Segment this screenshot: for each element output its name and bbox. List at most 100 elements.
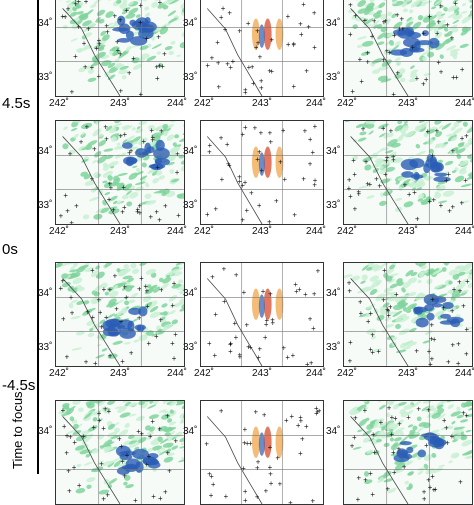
station-marker: + [108, 351, 113, 360]
station-marker: + [103, 404, 108, 413]
station-marker: + [122, 471, 127, 480]
station-marker: + [445, 439, 450, 448]
wavefield-blob [63, 126, 69, 131]
latitude-label-34: 34˚ [38, 426, 52, 437]
station-marker: + [123, 130, 128, 139]
station-marker: + [366, 317, 371, 326]
wavefield-focus [431, 163, 440, 172]
wavefield-blob [117, 172, 128, 177]
station-marker: + [159, 285, 164, 294]
latitude-label-34: 34˚ [183, 426, 197, 437]
station-marker: + [86, 24, 91, 33]
wavefield-blob [90, 3, 97, 8]
station-marker: + [432, 335, 437, 344]
latitude-label-33: 33˚ [38, 200, 52, 211]
wavefield-blob [441, 266, 448, 273]
station-marker: + [435, 127, 440, 136]
station-marker: + [270, 315, 275, 324]
station-marker: + [77, 481, 82, 490]
wavefield-blob [157, 263, 167, 264]
station-marker: + [352, 433, 357, 442]
wavefield-blob [422, 401, 432, 405]
wavefield-blob [394, 56, 401, 62]
station-marker: + [245, 206, 250, 215]
source-core [259, 432, 265, 456]
station-marker: + [205, 61, 210, 70]
latitude-label-34: 34˚ [183, 18, 197, 29]
station-marker: + [464, 349, 469, 358]
map-panel-r0-c2: ++++++++++++++++++++++++++++++++++++++++ [343, 0, 473, 97]
station-marker: + [98, 308, 103, 317]
wavefield-focus [416, 40, 432, 45]
station-marker: + [238, 353, 243, 362]
station-marker: + [259, 84, 264, 93]
map-panel-r3-c0: ++++++++++++++++++++++++++++++++++++++++ [55, 400, 185, 505]
station-marker: + [240, 130, 245, 139]
station-marker: + [257, 344, 262, 353]
wavefield-blob [395, 323, 402, 329]
station-marker: + [220, 175, 225, 184]
wavefield-blob [145, 199, 156, 206]
map-panel-r1-c2: ++++++++++++++++++++++++++++++++++++++++ [343, 120, 473, 225]
wavefield-blob [114, 422, 119, 426]
wavefield-blob [179, 437, 184, 444]
wavefield-blob [97, 433, 105, 440]
wavefield-focus [119, 23, 131, 34]
station-marker: + [268, 443, 273, 452]
wavefield-blob [138, 121, 147, 126]
station-marker: + [122, 283, 127, 292]
station-marker: + [270, 36, 275, 45]
station-marker: + [241, 464, 246, 473]
station-marker: + [313, 122, 318, 131]
station-marker: + [255, 493, 260, 502]
station-marker: + [65, 206, 70, 215]
station-marker: + [301, 0, 306, 9]
station-marker: + [210, 54, 215, 63]
station-marker: + [72, 438, 77, 447]
station-marker: + [453, 0, 458, 8]
station-marker: + [176, 211, 181, 220]
station-marker: + [147, 452, 152, 461]
station-marker: + [234, 333, 239, 342]
station-marker: + [223, 25, 228, 34]
wavefield-blob [135, 181, 146, 186]
station-marker: + [412, 188, 417, 197]
station-marker: + [160, 62, 165, 71]
station-marker: + [101, 494, 106, 503]
station-marker: + [138, 1, 143, 10]
longitude-label: 243˚ [110, 226, 130, 237]
map-panel-svg: ++++++++++++++++++++++++++++++++++++++++ [344, 401, 472, 504]
station-marker: + [348, 192, 353, 201]
station-marker: + [92, 145, 97, 154]
wavefield-blob [121, 194, 129, 200]
station-marker: + [256, 38, 261, 47]
station-marker: + [113, 12, 118, 21]
station-marker: + [159, 126, 164, 135]
station-marker: + [154, 332, 159, 341]
station-marker: + [255, 26, 260, 35]
station-marker: + [441, 303, 446, 312]
station-marker: + [221, 4, 226, 13]
station-marker: + [424, 441, 429, 450]
station-marker: + [461, 302, 466, 311]
map-panel-svg: ++++++++++++++++++++++++++++++++++++++++ [344, 121, 472, 224]
latitude-label-33: 33˚ [326, 342, 340, 353]
station-marker: + [125, 6, 130, 15]
station-marker: + [308, 160, 313, 169]
station-marker: + [108, 286, 113, 295]
wavefield-blob [71, 347, 82, 351]
station-marker: + [66, 5, 71, 14]
station-marker: + [422, 494, 427, 503]
station-marker: + [428, 197, 433, 206]
station-marker: + [129, 349, 134, 358]
station-marker: + [296, 421, 301, 430]
station-marker: + [172, 279, 177, 288]
wavefield-blob [62, 24, 68, 29]
longitude-label: 244˚ [167, 226, 187, 237]
wavefield-blob [169, 309, 176, 315]
station-marker: + [105, 490, 110, 499]
station-marker: + [383, 17, 388, 26]
station-marker: + [209, 491, 214, 500]
wavefield-blob [144, 193, 152, 200]
wavefield-blob [417, 470, 424, 476]
